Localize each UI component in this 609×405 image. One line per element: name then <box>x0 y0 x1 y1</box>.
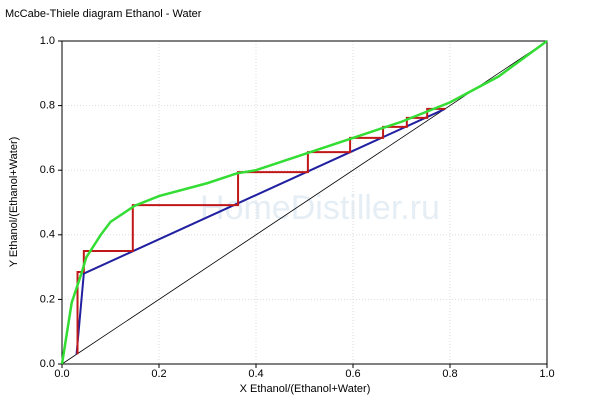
y-axis-label: Y Ethanol/(Ethanol+Water) <box>8 137 20 268</box>
x-tick-label: 0.6 <box>345 368 360 380</box>
chart-title: McCabe-Thiele diagram Ethanol - Water <box>5 8 202 20</box>
y-tick-label: 0.0 <box>40 358 55 370</box>
y-tick-label: 1.0 <box>40 35 55 47</box>
plot-frame <box>61 40 548 365</box>
x-tick-label: 0.4 <box>248 368 263 380</box>
y-tick-label: 0.2 <box>40 293 55 305</box>
x-tick-label: 0.2 <box>151 368 166 380</box>
x-tick-label: 0.0 <box>54 368 69 380</box>
y-tick-label: 0.6 <box>40 164 55 176</box>
series-line <box>75 107 446 355</box>
y-tick-label: 0.8 <box>40 100 55 112</box>
x-tick-label: 1.0 <box>539 368 554 380</box>
y-tick-label: 0.4 <box>40 229 55 241</box>
x-tick-label: 0.8 <box>442 368 457 380</box>
x-axis-label: X Ethanol/(Ethanol+Water) <box>240 383 371 395</box>
watermark: HomeDistiller.ru <box>200 189 440 227</box>
series-line <box>60 39 548 365</box>
